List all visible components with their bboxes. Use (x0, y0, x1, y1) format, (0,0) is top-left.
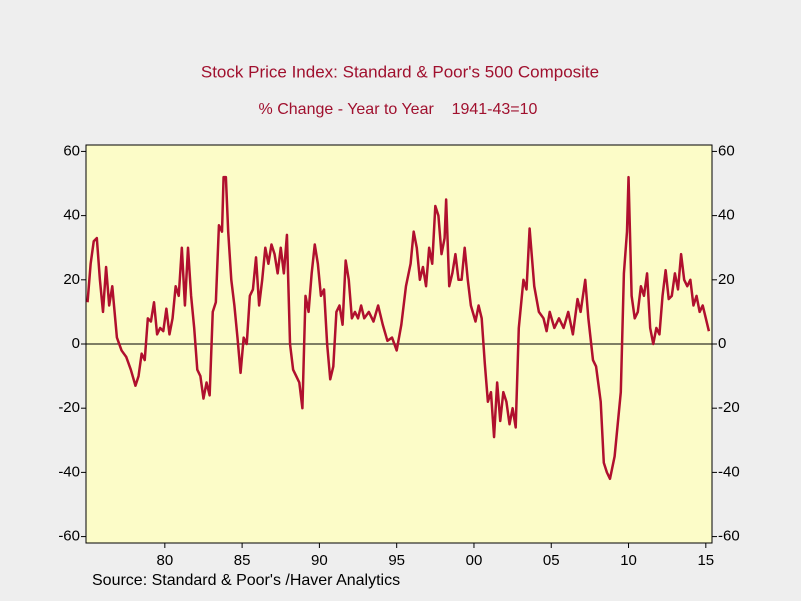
y-tick-label: 40 (63, 207, 80, 224)
x-tick-label: 85 (234, 552, 251, 569)
x-tick-label: 00 (466, 552, 483, 569)
chart-subtitle: % Change - Year to Year 1941-43=10 (259, 101, 538, 118)
y2-tick-label: 20 (718, 271, 735, 288)
source-note: Source: Standard & Poor's /Haver Analyti… (92, 572, 400, 589)
x-tick-label: 05 (543, 552, 560, 569)
x-tick-label: 10 (620, 552, 637, 569)
y2-tick-label: 40 (718, 207, 735, 224)
x-tick-label: 90 (311, 552, 328, 569)
x-tick-label: 95 (388, 552, 405, 569)
y-tick-label: -60 (58, 528, 80, 545)
y-tick-label: -20 (58, 399, 80, 416)
y-tick-label: 0 (72, 335, 80, 352)
y2-tick-label: 0 (718, 335, 726, 352)
x-tick-label: 80 (156, 552, 173, 569)
chart-title: Stock Price Index: Standard & Poor's 500… (201, 62, 599, 81)
y2-tick-label: -60 (718, 528, 740, 545)
y-tick-label: 20 (63, 271, 80, 288)
y2-tick-label: -20 (718, 399, 740, 416)
x-tick-label: 15 (697, 552, 714, 569)
y2-tick-label: 60 (718, 142, 735, 159)
data-line (86, 175, 711, 481)
y2-tick-label: -40 (718, 463, 740, 480)
y-tick-label: 60 (63, 142, 80, 159)
y-tick-label: -40 (58, 463, 80, 480)
